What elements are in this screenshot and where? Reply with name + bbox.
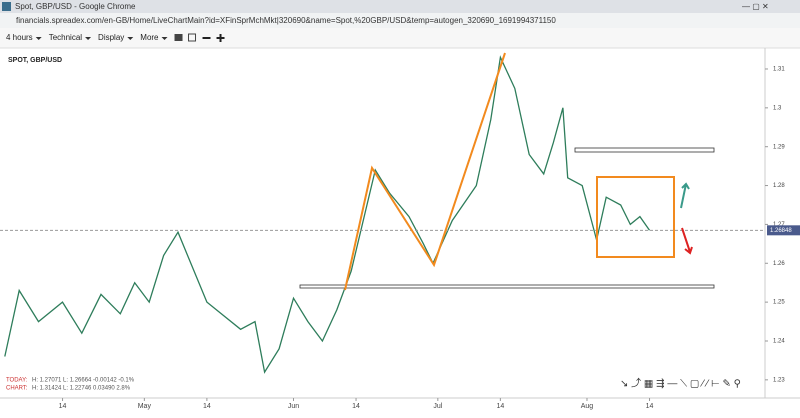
toolbar-menu[interactable]: Display (98, 33, 124, 42)
y-tick-label: 1.25 (773, 300, 785, 306)
x-tick-label: Jun (288, 403, 299, 410)
title-bar (0, 0, 800, 13)
icon-save[interactable] (188, 33, 197, 42)
dropdown-arrow (161, 37, 168, 40)
up-arrow (680, 182, 690, 209)
y-tick-label: 1.24 (773, 339, 785, 345)
dropdown-arrow (127, 37, 134, 40)
y-tick-label: 1.28 (773, 183, 785, 189)
window-title: Spot, GBP/USD - Google Chrome (15, 2, 136, 11)
y-tick-label: 1.27 (773, 222, 785, 228)
drawing-tools[interactable]: ↘ ⤴ ▦ ⇶ — ⟍ ▢ ⁄ ⁄ ⊢ ✎ ⚲ (620, 377, 741, 390)
x-tick-label: 14 (59, 403, 67, 410)
url[interactable]: financials.spreadex.com/en-GB/Home/LiveC… (16, 16, 556, 25)
x-tick-label: May (138, 403, 152, 410)
dropdown-arrow (35, 37, 42, 40)
chart-title: SPOT, GBP/USD (8, 57, 62, 64)
plot: 1.23 1.24 1.25 1.26 1.27 1.28 1.29 1.3 1.31 14 May… (0, 55, 800, 410)
icon-folder[interactable] (174, 34, 183, 41)
window-controls[interactable]: — ▢ ✕ (742, 2, 769, 11)
toolbar (0, 28, 800, 48)
zigzag (344, 52, 506, 291)
x-tick-label: Jul (433, 403, 442, 410)
down-arrow (681, 227, 693, 255)
favicon (2, 2, 11, 11)
address-bar (0, 13, 800, 28)
current-price-tag (767, 225, 800, 236)
y-tick-label: 1.31 (773, 67, 785, 73)
x-tick-label: 14 (646, 403, 654, 410)
info-values: H: 1.27071 L: 1.26664 -0.00142 -0.1% (32, 378, 135, 384)
price-line (4, 55, 651, 374)
toolbar-menu[interactable]: Technical (49, 33, 83, 42)
x-tick-label: Aug (581, 403, 594, 410)
y-tick-label: 1.3 (773, 105, 782, 111)
toolbar-menu[interactable]: More (140, 33, 159, 42)
support-box (299, 284, 715, 289)
current-price-label: 1.26848 (770, 228, 792, 234)
info-label: TODAY: (6, 378, 28, 384)
y-tick-label: 1.29 (773, 144, 785, 150)
info-label: CHART: (6, 386, 28, 392)
resistance-box (574, 147, 715, 153)
info-values: H: 1.31424 L: 1.22746 0.03490 2.8% (32, 386, 131, 392)
icon-plus[interactable] (216, 34, 225, 42)
toolbar-menu[interactable]: 4 hours (6, 33, 33, 42)
range-box (596, 176, 675, 258)
y-tick-label: 1.26 (773, 261, 785, 267)
x-tick-label: 14 (496, 403, 504, 410)
y-tick-label: 1.23 (773, 377, 785, 383)
toolbar-items: 4 hours Technical Display More (6, 33, 225, 42)
x-tick-label: 14 (203, 403, 211, 410)
x-tick-label: 14 (352, 403, 360, 410)
dropdown-arrow (85, 37, 92, 40)
